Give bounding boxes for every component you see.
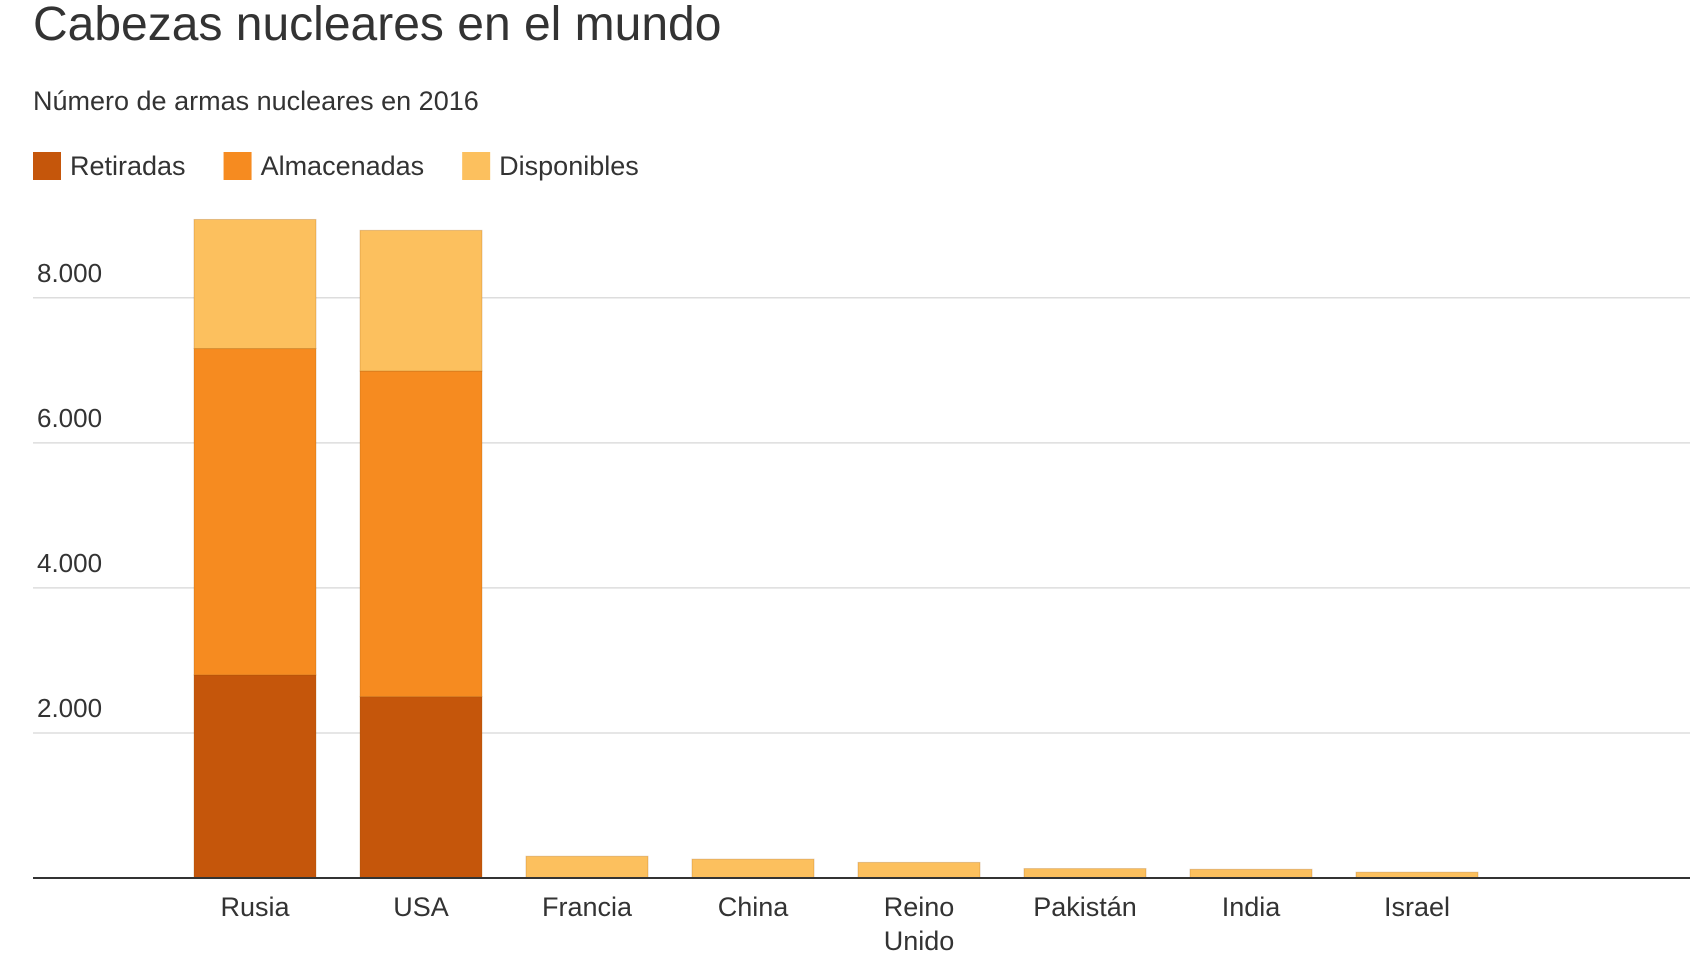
chart-title: Cabezas nucleares en el mundo (33, 0, 721, 51)
legend-label: Almacenadas (261, 151, 425, 181)
bar-segment (193, 348, 317, 676)
legend-label: Disponibles (499, 151, 639, 181)
y-tick-label: 4.000 (37, 548, 102, 578)
x-tick-label: Rusia (220, 892, 290, 922)
legend-label: Retiradas (70, 151, 186, 181)
y-tick-label: 2.000 (37, 693, 102, 723)
bar-segment (359, 370, 483, 698)
legend-swatch (223, 152, 252, 180)
y-tick-label: 6.000 (37, 403, 102, 433)
bar-segment (193, 218, 317, 350)
x-tick-label: Reino Unido (884, 892, 955, 956)
y-tick-label: 8.000 (37, 258, 102, 288)
bar-segment (359, 696, 483, 879)
chart-subtitle: Número de armas nucleares en 2016 (33, 86, 479, 116)
bar-segment (359, 229, 483, 372)
x-tick-label: Israel (1384, 892, 1450, 922)
x-tick-label: USA (393, 892, 449, 922)
bar-segment (525, 855, 649, 879)
bar-segment (691, 858, 815, 879)
x-tick-label: Pakistán (1033, 892, 1137, 922)
bar-segment (1189, 868, 1313, 879)
bar-segment (1023, 868, 1147, 879)
x-tick-label: India (1222, 892, 1282, 922)
bar-segment (857, 861, 981, 879)
legend-swatch (462, 152, 491, 180)
legend-swatch (33, 152, 61, 180)
bar-segment (193, 674, 317, 879)
x-tick-label: China (718, 892, 790, 922)
x-tick-label: Francia (542, 892, 633, 922)
